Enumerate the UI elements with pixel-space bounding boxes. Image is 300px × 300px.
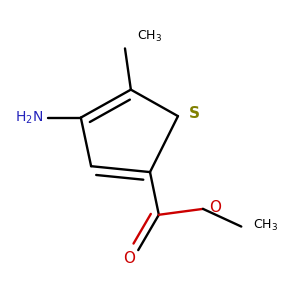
Text: O: O xyxy=(123,251,135,266)
Text: H$_2$N: H$_2$N xyxy=(15,110,43,126)
Text: CH$_3$: CH$_3$ xyxy=(137,29,162,44)
Text: S: S xyxy=(189,106,200,121)
Text: O: O xyxy=(209,200,221,215)
Text: CH$_3$: CH$_3$ xyxy=(253,218,278,232)
